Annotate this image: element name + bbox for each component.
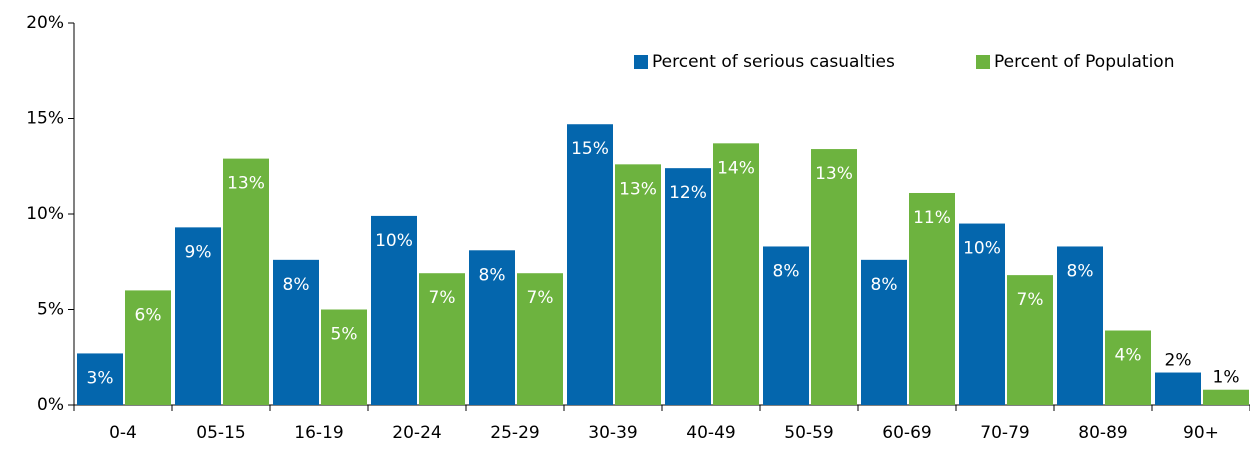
bar: [811, 149, 857, 405]
bar: [419, 273, 465, 405]
value-label: 8%: [479, 265, 506, 285]
bar: [223, 158, 269, 405]
value-label: 11%: [913, 208, 951, 228]
value-label: 8%: [871, 275, 898, 295]
bar: [1105, 330, 1151, 405]
y-tick-label: 20%: [26, 13, 64, 33]
value-label: 13%: [815, 164, 853, 184]
x-tick-label: 80-89: [1078, 423, 1127, 443]
value-label: 1%: [1213, 368, 1240, 388]
value-label: 9%: [185, 242, 212, 262]
x-tick-label: 60-69: [882, 423, 931, 443]
bar: [469, 250, 515, 405]
bar: [1007, 275, 1053, 405]
value-label: 7%: [527, 288, 554, 308]
value-label: 5%: [331, 325, 358, 345]
bar: [959, 223, 1005, 405]
bar: [1057, 246, 1103, 405]
x-tick-label: 25-29: [490, 423, 539, 443]
bar: [517, 273, 563, 405]
bar: [713, 143, 759, 405]
value-label: 6%: [135, 305, 162, 325]
bar: [763, 246, 809, 405]
x-tick-label: 0-4: [109, 423, 137, 443]
value-label: 8%: [283, 275, 310, 295]
bar: [615, 164, 661, 405]
value-label: 8%: [773, 261, 800, 281]
x-tick-label: 16-19: [294, 423, 343, 443]
bar: [371, 215, 417, 405]
bar: [273, 259, 319, 405]
legend-label: Percent of serious casualties: [652, 52, 895, 72]
x-tick-label: 20-24: [392, 423, 441, 443]
value-label: 10%: [375, 231, 413, 251]
y-tick-label: 0%: [37, 395, 64, 415]
bar: [125, 290, 171, 405]
legend-label: Percent of Population: [994, 52, 1174, 72]
value-label: 2%: [1165, 351, 1192, 371]
x-tick-label: 50-59: [784, 423, 833, 443]
value-label: 13%: [619, 179, 657, 199]
y-tick-label: 15%: [26, 109, 64, 129]
y-tick-label: 10%: [26, 204, 64, 224]
bar: [321, 309, 367, 405]
value-label: 7%: [1017, 290, 1044, 310]
value-label: 13%: [227, 174, 265, 194]
bar: [861, 259, 907, 405]
bar: [665, 168, 711, 405]
bar: [175, 227, 221, 405]
value-label: 8%: [1067, 261, 1094, 281]
value-label: 10%: [963, 239, 1001, 259]
value-label: 12%: [669, 183, 707, 203]
legend-swatch: [976, 55, 990, 69]
value-label: 14%: [717, 158, 755, 178]
bar: [909, 192, 955, 405]
bar: [1155, 372, 1201, 405]
x-tick-label: 05-15: [196, 423, 245, 443]
value-label: 3%: [87, 368, 114, 388]
x-tick-label: 40-49: [686, 423, 735, 443]
bar: [567, 124, 613, 405]
bar: [1203, 389, 1249, 405]
bar: [77, 353, 123, 405]
value-label: 15%: [571, 139, 609, 159]
x-tick-label: 30-39: [588, 423, 637, 443]
y-tick-label: 5%: [37, 300, 64, 320]
x-tick-label: 90+: [1183, 423, 1219, 443]
value-label: 7%: [429, 288, 456, 308]
x-tick-label: 70-79: [980, 423, 1029, 443]
value-label: 4%: [1115, 346, 1142, 366]
legend-swatch: [634, 55, 648, 69]
